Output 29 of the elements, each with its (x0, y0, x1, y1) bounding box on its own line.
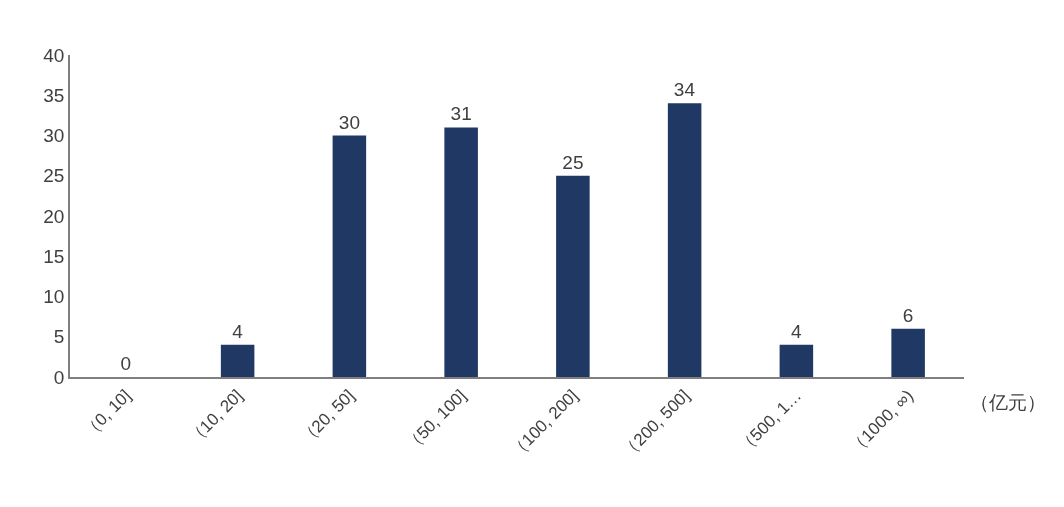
data-label: 4 (232, 320, 244, 342)
data-label: 25 (562, 151, 584, 173)
y-tick-label: 10 (43, 286, 65, 308)
y-tick-label: 25 (43, 165, 65, 187)
data-label: 30 (338, 111, 360, 133)
data-label: 4 (790, 320, 802, 342)
bar (444, 127, 478, 377)
y-tick-label: 5 (53, 326, 65, 348)
x-axis-title: （亿元） (970, 392, 1046, 413)
y-tick-label: 30 (43, 125, 65, 147)
y-tick-label: 20 (43, 205, 65, 227)
bar (891, 328, 925, 377)
x-tick-label: （20, 50] (295, 386, 359, 449)
bar (332, 135, 367, 377)
y-tick-label: 0 (53, 366, 65, 388)
data-label: 0 (120, 353, 132, 374)
y-tick-label: 40 (43, 44, 65, 66)
y-tick-label: 35 (43, 84, 65, 106)
x-tick-label: （500, 1… (734, 386, 806, 457)
bar (779, 344, 814, 377)
data-label: 31 (450, 103, 472, 125)
bar (556, 175, 590, 377)
x-tick-label: （0, 10] (79, 386, 135, 442)
bar (667, 103, 702, 377)
bar (220, 344, 255, 377)
data-label: 34 (673, 79, 696, 101)
data-label: 6 (902, 304, 914, 326)
y-tick-label: 15 (43, 245, 65, 267)
x-tick-label: （10, 20] (184, 386, 247, 449)
